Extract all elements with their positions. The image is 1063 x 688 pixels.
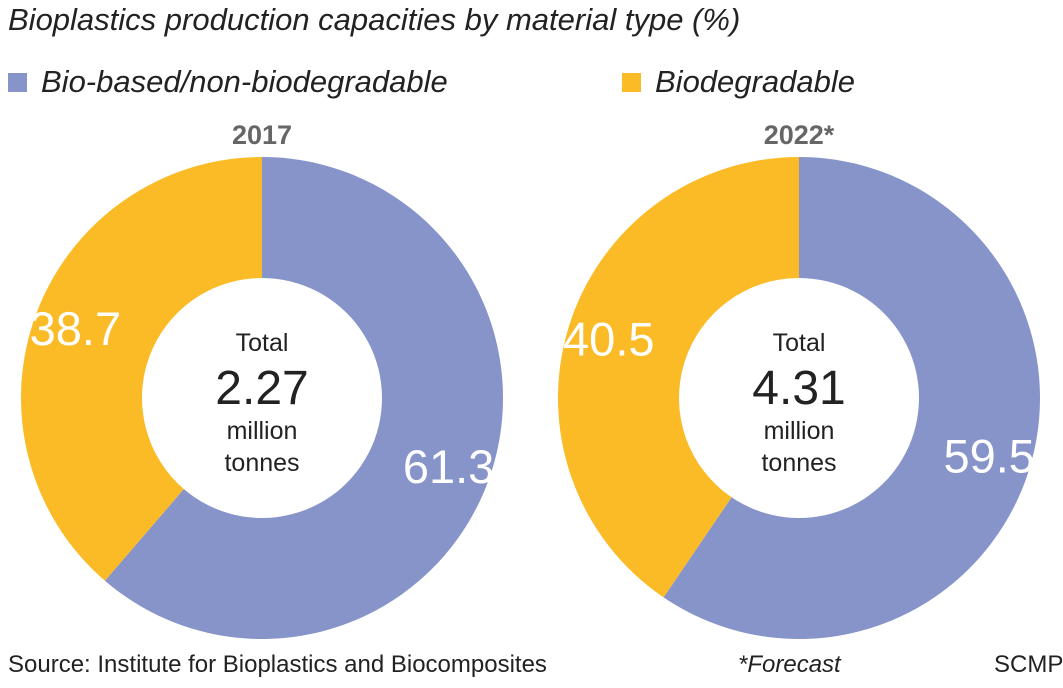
year-label-0: 2017 — [232, 120, 292, 150]
legend-label-bio-based: Bio-based/non-biodegradable — [41, 64, 448, 99]
slice-biodegradable-0 — [21, 157, 262, 581]
legend-item-bio-based: Bio-based/non-biodegradable — [8, 62, 448, 102]
value-label-biodegradable-1: 40.5 — [563, 312, 654, 365]
legend-swatch-biodegradable — [622, 72, 641, 92]
legend-label-biodegradable: Biodegradable — [655, 64, 855, 99]
center-total-0: Total — [236, 329, 289, 357]
legend-item-biodegradable: Biodegradable — [622, 62, 855, 102]
source-note: Source: Institute for Bioplastics and Bi… — [8, 651, 547, 678]
slice-biodegradable-1 — [558, 157, 799, 598]
center-unit-million-1: million — [764, 417, 835, 445]
center-total-1: Total — [773, 329, 826, 357]
value-label-biodegradable-0: 38.7 — [30, 302, 121, 355]
slice-bio-based-1 — [663, 157, 1040, 639]
year-label-1: 2022* — [764, 120, 835, 150]
slice-bio-based-0 — [104, 157, 504, 640]
center-value-0: 2.27 — [215, 362, 308, 415]
credit-label: SCMP — [994, 651, 1063, 678]
center-unit-million-0: million — [227, 417, 298, 445]
value-label-bio-based-1: 59.5 — [943, 430, 1034, 483]
legend-swatch-bio-based — [8, 72, 27, 92]
value-label-bio-based-0: 61.3 — [403, 440, 494, 493]
center-unit-tonnes-1: tonnes — [761, 449, 836, 477]
center-value-1: 4.31 — [752, 362, 845, 415]
center-unit-tonnes-0: tonnes — [224, 449, 299, 477]
chart-title: Bioplastics production capacities by mat… — [8, 2, 741, 37]
forecast-note: *Forecast — [738, 651, 841, 678]
